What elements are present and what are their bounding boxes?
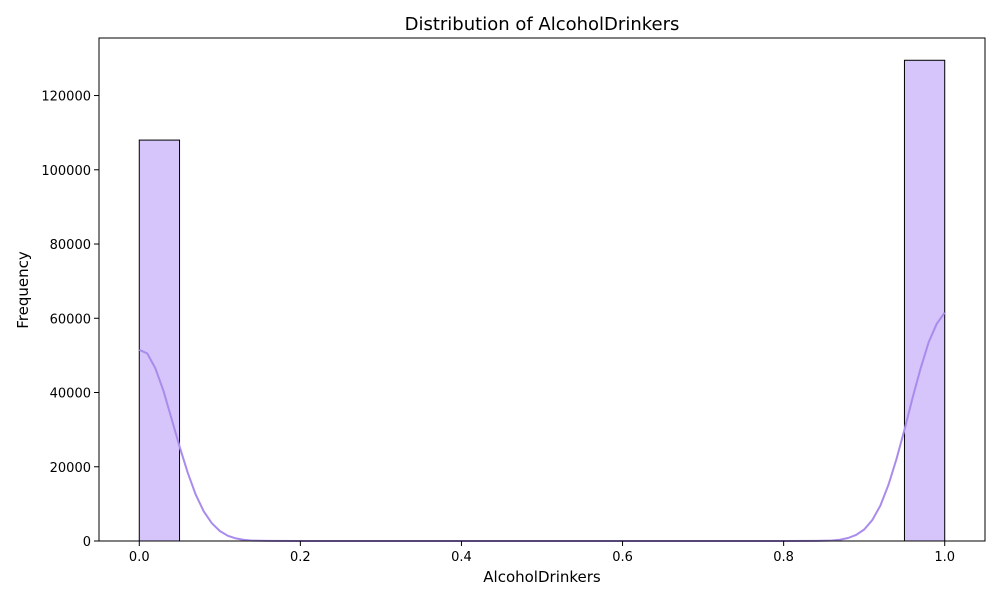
kde-layer: [138, 312, 946, 542]
x-tick-label: 0.0: [129, 550, 150, 565]
y-axis-label: Frequency: [14, 251, 32, 329]
y-tick-label: 20000: [50, 461, 91, 476]
x-tick-label: 0.4: [451, 550, 472, 565]
y-tick-label: 80000: [50, 238, 91, 253]
y-axis-ticks: 0 20000 40000 60000 80000 100000 120000: [41, 90, 99, 550]
histogram-bar-0: [138, 139, 181, 542]
y-tick-label: 40000: [50, 387, 91, 402]
x-tick-label: 0.2: [290, 550, 311, 565]
y-tick-label: 120000: [41, 90, 91, 105]
x-tick-label: 0.8: [773, 550, 794, 565]
kde-curve: [138, 312, 946, 542]
chart-title: Distribution of AlcoholDrinkers: [405, 14, 680, 35]
x-axis-ticks: 0.0 0.2 0.4 0.6 0.8 1.0: [129, 541, 955, 565]
x-tick-label: 1.0: [934, 550, 955, 565]
y-tick-label: 60000: [50, 312, 91, 327]
y-tick-label: 100000: [41, 164, 91, 179]
x-tick-label: 0.6: [612, 550, 633, 565]
bars-layer: [138, 59, 946, 542]
histogram-bar-1: [903, 59, 946, 542]
x-axis-label: AlcoholDrinkers: [483, 568, 601, 586]
plot-frame: [98, 37, 986, 542]
y-tick-label: 0: [83, 535, 91, 550]
